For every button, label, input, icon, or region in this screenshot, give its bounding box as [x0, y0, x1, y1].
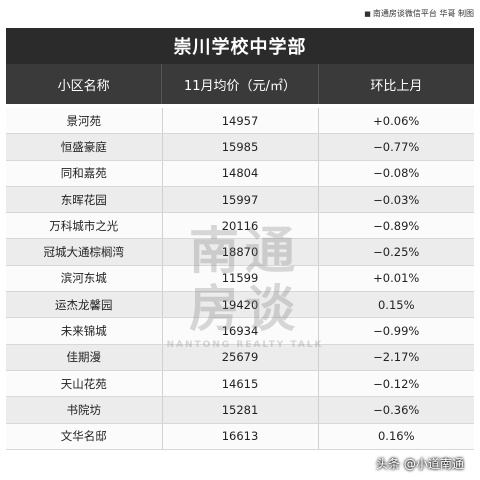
avg-price-cell: 25679	[162, 344, 319, 371]
community-name-cell: 景河苑	[6, 108, 163, 135]
avg-price-cell: 19420	[162, 291, 319, 319]
mom-change-cell: −0.03%	[318, 186, 474, 214]
mom-change-cell: −0.89%	[318, 212, 474, 240]
table-row: 运杰龙馨园 19420 0.15%	[6, 291, 474, 319]
mom-change-cell: −0.12%	[318, 370, 474, 398]
table-row: 未来锦城 16934 −0.99%	[6, 317, 474, 345]
avg-price-cell: 15281	[162, 396, 319, 424]
price-table: 景河苑 14957 +0.06% 恒盛豪庭 15985 −0.77% 同和嘉苑 14804 −0…	[6, 108, 474, 450]
table-row: 书院坊 15281 −0.36%	[6, 396, 474, 424]
mom-change-cell: 0.15%	[318, 291, 474, 319]
header-avg-price: 11月均价（元/㎡）	[162, 64, 319, 104]
table-row: 滨河东城 11599 +0.01%	[6, 265, 474, 293]
avg-price-cell: 16934	[162, 317, 319, 345]
mom-change-cell: +0.01%	[318, 265, 474, 293]
community-name-cell: 滨河东城	[6, 265, 163, 293]
table-row: 万科城市之光 20116 −0.89%	[6, 212, 474, 240]
community-name-cell: 书院坊	[6, 396, 163, 424]
avg-price-cell: 14615	[162, 370, 319, 398]
community-name-cell: 运杰龙馨园	[6, 291, 163, 319]
avg-price-cell: 16613	[162, 423, 319, 450]
header-mom-change: 环比上月	[370, 78, 423, 94]
mom-change-cell: +0.06%	[318, 108, 474, 135]
mom-change-cell: −0.77%	[318, 133, 474, 161]
community-name-cell: 未来锦城	[6, 317, 163, 345]
table-row: 佳期漫 25679 −2.17%	[6, 344, 474, 371]
source-badge: 头条 @小道南通	[376, 457, 464, 471]
community-name-cell: 东晖花园	[6, 186, 163, 214]
avg-price-cell: 14957	[162, 108, 319, 135]
avg-price-cell: 11599	[162, 265, 319, 293]
header-community-name: 小区名称	[6, 64, 163, 104]
mom-change-cell: −0.25%	[318, 238, 474, 266]
community-name-cell: 文华名邸	[6, 423, 163, 450]
credit-text: 南通房谈微信平台 华哥 制图	[372, 9, 474, 18]
avg-price-cell: 14804	[162, 160, 319, 187]
avg-price-cell: 20116	[162, 212, 319, 240]
table-header: 小区名称 11月均价（元/㎡） 环比上月	[6, 64, 474, 104]
mom-change-cell: −0.36%	[318, 396, 474, 424]
table-row: 同和嘉苑 14804 −0.08%	[6, 160, 474, 187]
table-row: 文华名邸 16613 0.16%	[6, 423, 474, 450]
mom-change-cell: 0.16%	[318, 423, 474, 450]
avg-price-cell: 15997	[162, 186, 319, 214]
mom-change-cell: −2.17%	[318, 344, 474, 371]
table-title: 崇川学校中学部	[6, 28, 474, 64]
community-name-cell: 天山花苑	[6, 370, 163, 398]
table-row: 东晖花园 15997 −0.03%	[6, 186, 474, 214]
community-name-cell: 同和嘉苑	[6, 160, 163, 187]
table-row: 景河苑 14957 +0.06%	[6, 108, 474, 135]
avg-price-cell: 15985	[162, 133, 319, 161]
bullet-icon: ■	[364, 9, 371, 18]
community-name-cell: 恒盛豪庭	[6, 133, 163, 161]
mom-change-cell: −0.99%	[318, 317, 474, 345]
community-name-cell: 万科城市之光	[6, 212, 163, 240]
table-row: 天山花苑 14615 −0.12%	[6, 370, 474, 398]
avg-price-cell: 18870	[162, 238, 319, 266]
table-row: 冠城大通棕榈湾 18870 −0.25%	[6, 238, 474, 266]
table-row: 恒盛豪庭 15985 −0.77%	[6, 133, 474, 161]
mom-change-cell: −0.08%	[318, 160, 474, 187]
community-name-cell: 冠城大通棕榈湾	[6, 238, 163, 266]
community-name-cell: 佳期漫	[6, 344, 163, 371]
credit-line: ■ 南通房谈微信平台 华哥 制图	[364, 8, 474, 19]
